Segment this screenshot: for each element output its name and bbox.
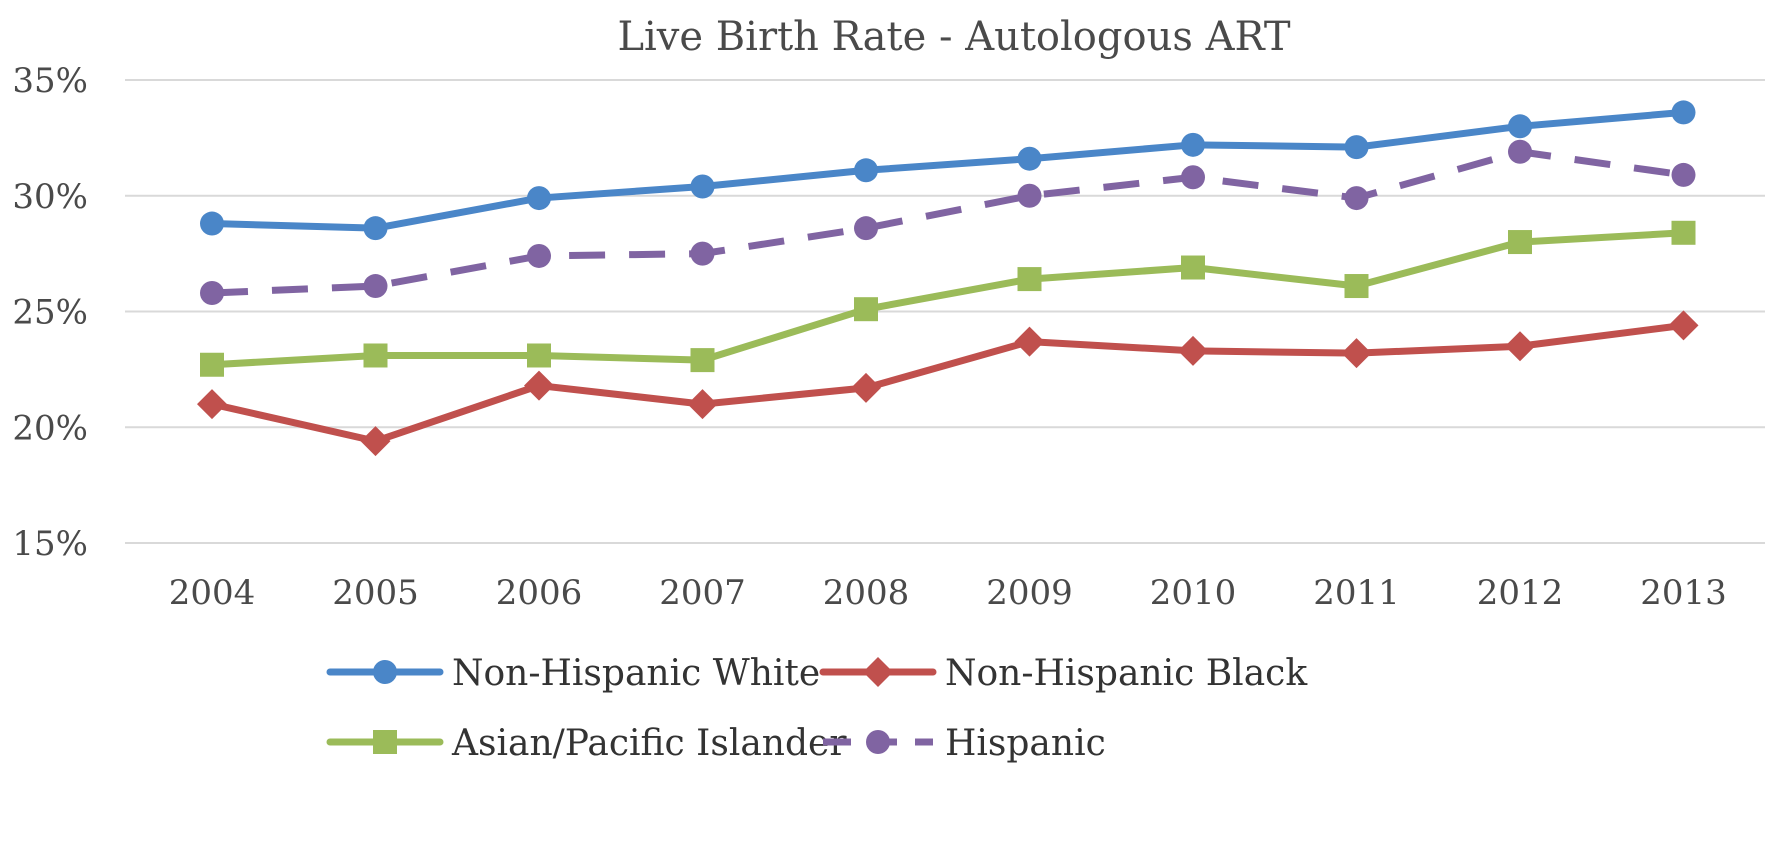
data-point: [690, 241, 715, 266]
x-tick-label: 2011: [1313, 573, 1400, 613]
data-point: [527, 186, 551, 211]
x-tick-label: 2009: [986, 573, 1073, 613]
chart-title: Live Birth Rate - Autologous ART: [617, 14, 1290, 60]
x-tick-label: 2008: [823, 573, 910, 613]
y-axis-tick-labels: 15% 20% 25% 30% 35%: [12, 61, 88, 564]
series-line: [208, 229, 1687, 369]
x-tick-label: 2004: [169, 573, 256, 613]
legend-item: Non-Hispanic Black: [819, 653, 1308, 694]
y-tick-label: 20%: [12, 408, 88, 448]
x-axis-tick-labels: 2004 2005 2006 2007 2008 2009 2010 2011 2012 2013: [169, 573, 1727, 613]
legend-label: Hispanic: [945, 723, 1106, 764]
legend-item: Asian/Pacific Islander: [326, 723, 847, 764]
data-point: [1341, 338, 1372, 369]
data-point: [1017, 183, 1042, 208]
y-tick-label: 35%: [12, 61, 88, 101]
data-point: [854, 158, 878, 183]
series-line: [211, 148, 1684, 297]
series-lines: [197, 100, 1699, 457]
legend: Non-Hispanic White Non-Hispanic Black Asia…: [326, 653, 1308, 764]
x-tick-label: 2006: [496, 573, 583, 613]
data-point: [1344, 135, 1369, 160]
data-point: [373, 730, 397, 754]
x-tick-label: 2010: [1150, 573, 1237, 613]
series-non-hispanic-black: [197, 310, 1699, 457]
data-point: [854, 297, 878, 322]
data-point: [527, 343, 551, 368]
x-tick-label: 2012: [1477, 573, 1564, 613]
data-point: [527, 243, 551, 268]
series-hispanic: [200, 139, 1696, 305]
data-point: [1178, 335, 1208, 366]
data-point: [690, 174, 715, 199]
x-tick-label: 2013: [1640, 573, 1727, 613]
data-point: [866, 730, 890, 754]
data-point: [360, 426, 391, 457]
legend-label: Non-Hispanic White: [452, 653, 820, 694]
data-point: [363, 343, 388, 368]
data-point: [1017, 146, 1042, 171]
data-point: [1181, 165, 1205, 190]
data-point: [1668, 310, 1699, 341]
data-point: [1014, 326, 1045, 357]
data-point: [1508, 230, 1532, 255]
series-line: [208, 321, 1687, 445]
data-point: [863, 657, 893, 687]
data-point: [1671, 100, 1696, 125]
data-point: [373, 660, 397, 684]
data-point: [690, 348, 715, 373]
y-tick-label: 30%: [12, 177, 88, 217]
data-point: [363, 274, 388, 299]
data-point: [687, 389, 718, 420]
data-point: [197, 389, 227, 420]
series-asian-pacific-islander: [200, 220, 1696, 377]
data-point: [1508, 139, 1532, 164]
data-point: [851, 372, 881, 403]
data-point: [854, 216, 878, 241]
data-point: [1671, 220, 1696, 245]
series-non-hispanic-white: [200, 100, 1696, 241]
series-line: [208, 108, 1687, 232]
data-point: [200, 352, 224, 377]
data-point: [200, 280, 224, 305]
data-point: [1344, 186, 1369, 211]
legend-label: Non-Hispanic Black: [945, 653, 1308, 694]
y-tick-label: 25%: [12, 293, 88, 333]
legend-item: Non-Hispanic White: [326, 653, 820, 694]
data-point: [1181, 132, 1205, 157]
data-point: [524, 370, 554, 401]
x-tick-label: 2005: [332, 573, 419, 613]
legend-item: Hispanic: [823, 723, 1106, 764]
data-point: [1344, 274, 1369, 299]
data-point: [200, 211, 224, 236]
legend-label: Asian/Pacific Islander: [451, 723, 847, 764]
gridlines: [125, 79, 1765, 544]
data-point: [1505, 331, 1535, 362]
data-point: [1181, 255, 1205, 280]
x-tick-label: 2007: [659, 573, 746, 613]
data-point: [363, 216, 388, 241]
y-tick-label: 15%: [12, 524, 88, 564]
data-point: [1671, 162, 1696, 187]
data-point: [1017, 267, 1042, 292]
data-point: [1508, 114, 1532, 139]
